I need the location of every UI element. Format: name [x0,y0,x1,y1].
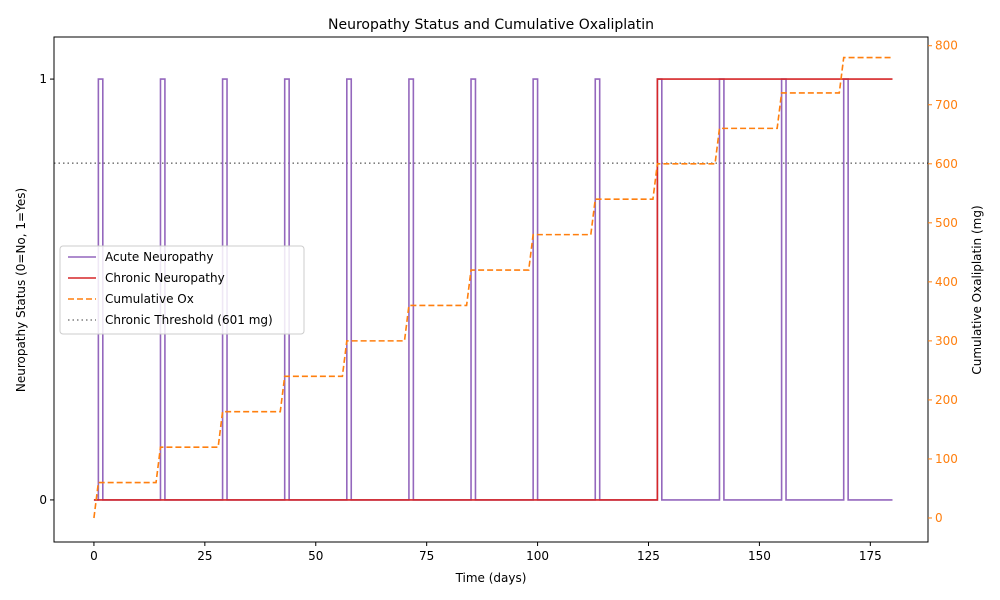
plot-frame [53,36,929,543]
x-tick-label: 50 [308,549,323,563]
series-chronic-neuropathy [93,78,893,501]
y-axis-left: 01 [39,72,54,507]
y-right-tick-label: 100 [935,452,958,466]
legend-label-acute: Acute Neuropathy [105,250,213,264]
y-right-tick-label: 500 [935,216,958,230]
x-tick-label: 150 [748,549,771,563]
series-cumulative-ox [93,56,893,519]
x-axis-label: Time (days) [455,571,527,585]
x-tick-label: 175 [859,549,882,563]
y-axis-left-label: Neuropathy Status (0=No, 1=Yes) [14,188,28,392]
legend-label-cumulative: Cumulative Ox [105,292,194,306]
legend-box [59,245,305,335]
y-left-tick-label: 1 [39,72,47,86]
y-axis-right: 0 100 200 300 400 500 600 700 800 [928,39,958,525]
y-right-tick-label: 0 [935,511,943,525]
y-left-tick-label: 0 [39,493,47,507]
x-tick-label: 25 [197,549,212,563]
x-tick-label: 75 [419,549,434,563]
x-axis: 0 25 50 75 100 125 150 175 [90,542,882,563]
y-axis-right-label: Cumulative Oxaliplatin (mg) [970,205,984,374]
legend: Acute Neuropathy Chronic Neuropathy Cumula… [59,245,305,335]
y-right-tick-label: 800 [935,39,958,53]
plot-area [54,56,928,519]
y-right-tick-label: 600 [935,157,958,171]
y-right-tick-label: 200 [935,393,958,407]
legend-label-chronic: Chronic Neuropathy [105,271,225,285]
x-tick-label: 0 [90,549,98,563]
y-right-tick-label: 300 [935,334,958,348]
x-tick-label: 100 [526,549,549,563]
chart-title: Neuropathy Status and Cumulative Oxalipl… [328,17,654,33]
x-tick-label: 125 [637,549,660,563]
legend-label-threshold: Chronic Threshold (601 mg) [105,313,273,327]
y-right-tick-label: 700 [935,98,958,112]
y-right-tick-label: 400 [935,275,958,289]
